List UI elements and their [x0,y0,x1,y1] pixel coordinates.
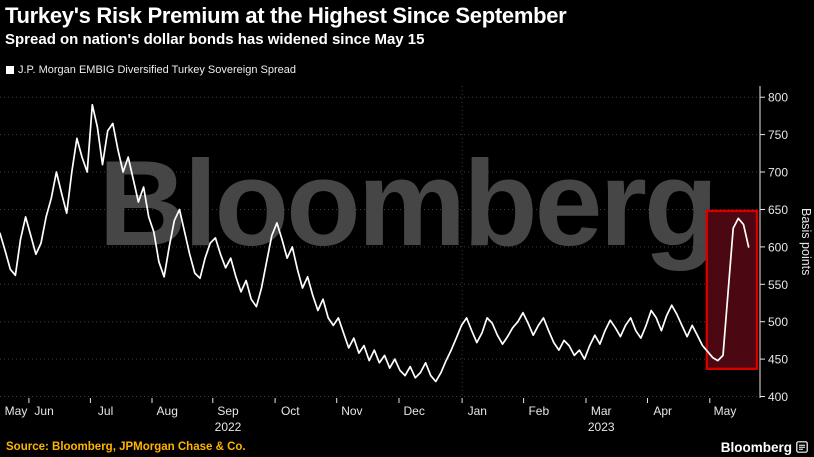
y-axis: 400 450 500 550 600 650 700 750 800 [759,86,788,404]
svg-text:Nov: Nov [341,404,362,418]
legend-series-label: J.P. Morgan EMBIG Diversified Turkey Sov… [18,64,296,76]
svg-text:750: 750 [768,128,788,142]
svg-text:500: 500 [768,315,788,329]
bloomberg-terminal-icon [796,441,808,453]
svg-text:450: 450 [768,353,788,367]
svg-text:2023: 2023 [588,420,615,434]
bloomberg-logo-text: Bloomberg [720,439,792,455]
svg-text:Sep: Sep [217,404,239,418]
svg-text:700: 700 [768,166,788,180]
x-axis: May Jun Jul Aug Sep Oct Nov Dec Jan Feb Mar Apr May 2… [5,398,737,434]
svg-text:2022: 2022 [215,420,242,434]
chart-area: Bloomberg 400 450 500 550 600 650 700 750 800 May… [0,80,814,437]
chart-header: Turkey's Risk Premium at the Highest Sin… [5,3,567,49]
svg-text:Feb: Feb [528,404,549,418]
footer: Source: Bloomberg, JPMorgan Chase & Co. … [0,437,814,457]
source-text: Source: Bloomberg, JPMorgan Chase & Co. [6,441,246,453]
svg-text:Apr: Apr [653,404,672,418]
svg-text:550: 550 [768,278,788,292]
svg-text:May: May [5,404,28,418]
svg-text:600: 600 [768,240,788,254]
svg-text:Jan: Jan [468,404,487,418]
chart-title: Turkey's Risk Premium at the Highest Sin… [5,3,567,28]
gridlines [0,86,760,398]
svg-text:Jun: Jun [34,404,53,418]
svg-text:800: 800 [768,91,788,105]
svg-text:650: 650 [768,203,788,217]
line-chart: 400 450 500 550 600 650 700 750 800 May Jun Jul Aug S… [0,86,788,434]
bloomberg-logo: Bloomberg [721,440,808,455]
y-axis-title: Basis points [799,208,813,276]
svg-text:Jul: Jul [98,404,113,418]
spread-line [0,103,750,383]
svg-text:400: 400 [768,390,788,404]
svg-text:Oct: Oct [281,404,300,418]
svg-text:May: May [714,404,737,418]
legend-series-swatch [6,66,14,74]
svg-text:Mar: Mar [591,404,612,418]
chart-subtitle: Spread on nation's dollar bonds has wide… [5,31,425,49]
svg-text:Dec: Dec [404,404,425,418]
legend: J.P. Morgan EMBIG Diversified Turkey Sov… [6,64,296,76]
svg-text:Aug: Aug [157,404,178,418]
bloomberg-watermark: Bloomberg [98,135,719,271]
